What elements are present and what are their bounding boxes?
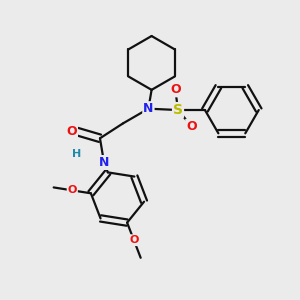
Text: O: O: [68, 185, 77, 195]
Text: S: S: [173, 103, 183, 117]
Text: N: N: [143, 102, 154, 115]
Text: O: O: [186, 120, 197, 133]
Text: O: O: [129, 235, 139, 245]
Text: H: H: [73, 149, 82, 159]
Text: O: O: [66, 125, 77, 138]
Text: N: N: [99, 156, 109, 169]
Text: O: O: [170, 83, 181, 96]
